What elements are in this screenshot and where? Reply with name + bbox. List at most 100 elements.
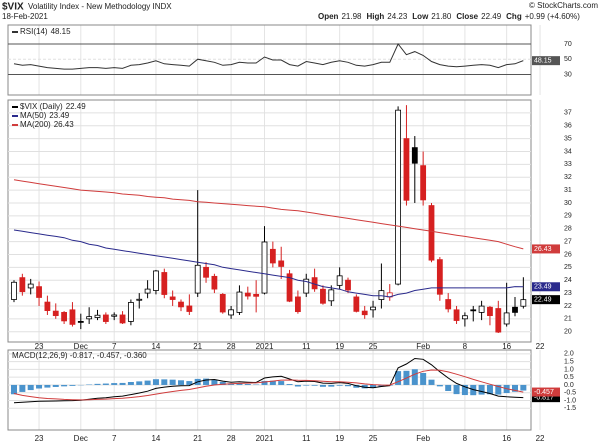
candle-body (203, 266, 209, 278)
quote-value: 24.23 (387, 12, 408, 21)
y-tick-label: 36 (564, 123, 572, 130)
x-tick-label: 11 (302, 434, 311, 443)
y-tick-label: 28 (564, 226, 572, 233)
legend-value: 26.43 (54, 120, 75, 129)
legend-name: MA(50) (20, 111, 47, 120)
histogram-bar (378, 384, 385, 387)
histogram-bar (453, 384, 460, 395)
y-tick-label: 0.5 (564, 374, 574, 381)
x-tick-label: 7 (112, 342, 117, 351)
legend-name: MA(200) (20, 120, 51, 129)
candle-body (436, 259, 443, 295)
legend-value: 22.49 (66, 102, 87, 111)
candle-body (445, 299, 452, 310)
histogram-bar (186, 381, 193, 385)
x-tick-label: 23 (35, 342, 44, 351)
y-tick-label: -1.5 (564, 405, 576, 412)
candle-body (161, 272, 168, 295)
candle-body (102, 314, 109, 322)
candle-body (378, 290, 385, 300)
histogram-bar (52, 384, 59, 387)
y-tick-label: -0.5 (564, 390, 576, 397)
legend-value: 23.49 (49, 111, 70, 120)
x-tick-label: 25 (369, 342, 378, 351)
histogram-bar (478, 384, 485, 395)
histogram-bar (144, 380, 151, 385)
candle-body (211, 275, 218, 290)
histogram-bar (102, 383, 109, 385)
candle-body (512, 306, 518, 313)
candle-body (44, 301, 51, 311)
quote-label: Open (318, 12, 339, 21)
candle-body (345, 279, 351, 291)
candle-body (119, 314, 126, 324)
x-tick-label: Dec (74, 434, 88, 443)
candle-body (269, 248, 276, 264)
y-tick-label: 21 (564, 316, 572, 323)
histogram-bar (395, 371, 402, 385)
legend-name: $VIX (Daily) (20, 102, 63, 111)
macd-legend: MACD(12,26,9) -0.817, -0.457, -0.360 (12, 351, 147, 360)
y-tick-label: 30 (564, 71, 572, 78)
histogram-bar (161, 379, 168, 385)
value-box (532, 393, 560, 403)
candle-body (286, 273, 293, 302)
y-tick-label: 1.5 (564, 358, 574, 365)
candle-body (61, 311, 67, 322)
quote-label: High (366, 12, 384, 21)
x-tick-label: Feb (416, 434, 430, 443)
x-tick-label: 11 (302, 342, 311, 351)
quote-label: Low (412, 12, 429, 21)
candle-body (495, 308, 502, 333)
histogram-bar (436, 384, 443, 387)
quote-value: +0.99 (+4.60%) (525, 12, 580, 21)
histogram-bar (211, 379, 218, 385)
candle-body (428, 205, 435, 261)
candle-body (136, 298, 143, 301)
x-tick-label: 23 (35, 434, 44, 443)
value-box-label: 48.15 (534, 57, 552, 64)
moving-average (13, 229, 524, 298)
y-tick-label: -1.0 (564, 397, 576, 404)
candle-body (370, 306, 376, 311)
x-tick-label: 8 (463, 342, 468, 351)
x-tick-label: 19 (335, 342, 344, 351)
histogram-bar (420, 372, 427, 385)
value-box (532, 244, 560, 254)
histogram-bar (328, 384, 335, 387)
histogram-bar (311, 384, 318, 386)
y-tick-label: 70 (564, 41, 572, 48)
candle-body (153, 270, 159, 291)
histogram-bar (411, 369, 418, 385)
y-tick-label: 34 (564, 148, 572, 155)
value-box (532, 387, 560, 397)
candle-body (328, 289, 335, 302)
candle-body (178, 301, 184, 308)
candle-body (320, 288, 326, 304)
candle-body (395, 109, 402, 285)
value-box (532, 295, 560, 305)
candle-body (294, 296, 301, 313)
y-tick-label: 30 (564, 200, 572, 207)
candle-body (487, 306, 493, 317)
histogram-bar (269, 380, 276, 385)
histogram-bar (111, 383, 118, 385)
candle-body (236, 291, 243, 313)
candle-body (336, 275, 343, 286)
histogram-bar (461, 384, 468, 396)
x-tick-label: 21 (193, 342, 202, 351)
x-tick-label: 22 (536, 342, 545, 351)
x-tick-label: 14 (151, 342, 160, 351)
histogram-bar (69, 384, 76, 386)
y-tick-label: 22 (564, 303, 572, 310)
y-tick-label: 31 (564, 187, 572, 194)
candle-body (27, 283, 34, 289)
date: 18-Feb-2021 (2, 12, 48, 21)
histogram-bar (353, 384, 360, 388)
macd-line (13, 357, 524, 404)
histogram-bar (286, 384, 293, 385)
macd-line (13, 369, 524, 401)
y-tick-label: 35 (564, 135, 572, 142)
candle-body (470, 309, 477, 312)
candle-body (111, 314, 118, 317)
